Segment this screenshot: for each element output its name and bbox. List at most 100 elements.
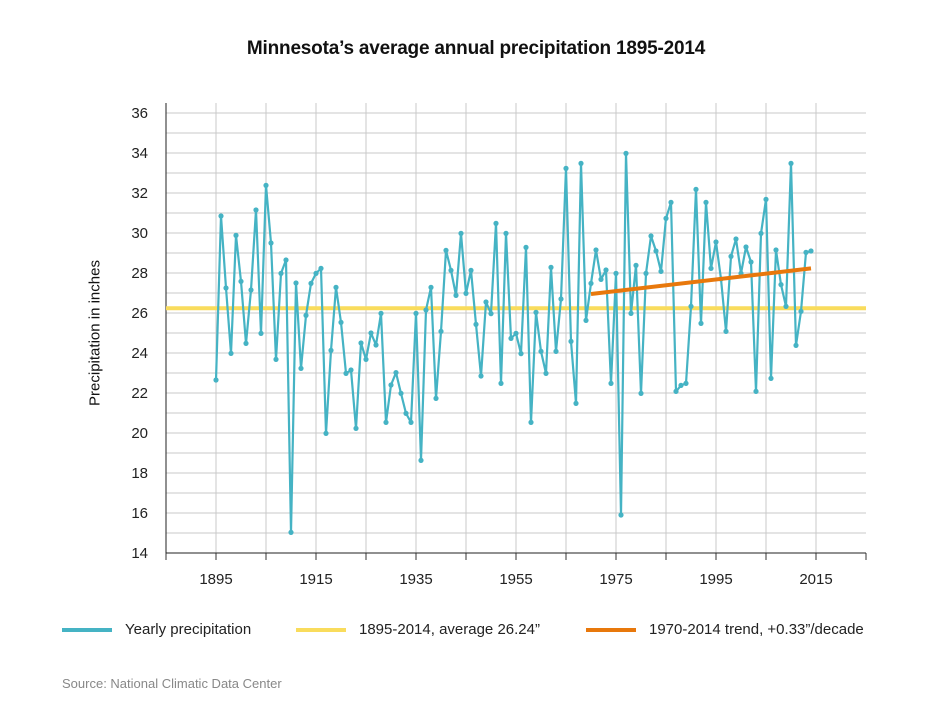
data-point (468, 267, 474, 273)
data-point (543, 370, 549, 376)
data-point (678, 382, 684, 388)
data-point (808, 248, 814, 254)
data-point (238, 278, 244, 284)
data-point (393, 370, 399, 376)
data-point (283, 257, 289, 263)
data-point (293, 280, 299, 286)
data-point (668, 199, 674, 205)
y-tick-label: 30 (131, 225, 148, 242)
data-point (608, 380, 614, 386)
data-point (733, 236, 739, 242)
data-point (368, 330, 374, 336)
data-point (798, 308, 804, 314)
x-tick-label: 1975 (599, 571, 632, 588)
x-tick-label: 1995 (699, 571, 732, 588)
y-tick-label: 22 (131, 385, 148, 402)
legend-swatch-average (296, 627, 346, 632)
data-point (793, 342, 799, 348)
data-point (623, 150, 629, 156)
data-point (303, 312, 309, 318)
y-tick-label: 26 (131, 305, 148, 322)
data-point (578, 160, 584, 166)
data-point (768, 375, 774, 381)
data-point (213, 377, 219, 383)
y-tick-label: 16 (131, 505, 148, 522)
data-point (508, 335, 514, 341)
x-tick-label: 1955 (499, 571, 532, 588)
data-point (473, 321, 479, 327)
legend-average: 1895-2014, average 26.24” (296, 621, 540, 638)
legend-yearly: Yearly precipitation (62, 621, 251, 638)
data-point (278, 270, 284, 276)
data-point (403, 410, 409, 416)
data-point (548, 264, 554, 270)
data-point (653, 248, 659, 254)
data-point (413, 310, 419, 316)
data-point (263, 182, 269, 188)
data-point (628, 310, 634, 316)
source-note: Source: National Climatic Data Center (62, 676, 282, 691)
data-point (308, 280, 314, 286)
data-point (343, 370, 349, 376)
data-point (358, 340, 364, 346)
data-point (708, 265, 714, 271)
data-point (218, 213, 224, 219)
legend-swatch-trend (586, 627, 636, 632)
data-point (523, 244, 529, 250)
legend-label-trend: 1970-2014 trend, +0.33”/decade (649, 621, 864, 638)
data-point (748, 259, 754, 265)
data-point (773, 247, 779, 253)
data-point (538, 348, 544, 354)
data-point (573, 400, 579, 406)
data-point (658, 268, 664, 274)
y-tick-label: 14 (131, 545, 148, 562)
data-point (423, 307, 429, 313)
chart-title: Minnesota’s average annual precipitation… (246, 38, 706, 59)
data-point (478, 373, 484, 379)
y-tick-label: 28 (131, 265, 148, 282)
y-tick-label: 20 (131, 425, 148, 442)
data-point (553, 348, 559, 354)
data-point (693, 186, 699, 192)
data-point (703, 199, 709, 205)
data-point (438, 328, 444, 334)
data-point (593, 247, 599, 253)
data-point (448, 267, 454, 273)
data-point (408, 419, 414, 425)
data-point (788, 160, 794, 166)
data-point (318, 265, 324, 271)
data-point (353, 425, 359, 431)
data-point (688, 303, 694, 309)
data-point (388, 382, 394, 388)
data-point (243, 340, 249, 346)
data-point (313, 270, 319, 276)
legend-label-average: 1895-2014, average 26.24” (359, 621, 540, 638)
data-point (333, 284, 339, 290)
data-point (753, 388, 759, 394)
data-point (803, 249, 809, 255)
data-point (258, 330, 264, 336)
data-point (268, 240, 274, 246)
data-point (698, 320, 704, 326)
data-point (648, 233, 654, 239)
data-point (323, 430, 329, 436)
data-point (723, 328, 729, 334)
legend-label-yearly: Yearly precipitation (125, 621, 252, 638)
data-point (228, 350, 234, 356)
data-point (583, 317, 589, 323)
data-point (518, 351, 524, 357)
data-point (248, 287, 254, 293)
data-point (223, 285, 229, 291)
data-point (488, 311, 494, 317)
y-tick-label: 36 (131, 105, 148, 122)
data-point (673, 388, 679, 394)
data-point (778, 282, 784, 288)
data-point (663, 215, 669, 221)
data-point (383, 419, 389, 425)
data-point (638, 390, 644, 396)
data-point (558, 296, 564, 302)
data-point (328, 347, 334, 353)
data-point (453, 292, 459, 298)
data-point (433, 395, 439, 401)
